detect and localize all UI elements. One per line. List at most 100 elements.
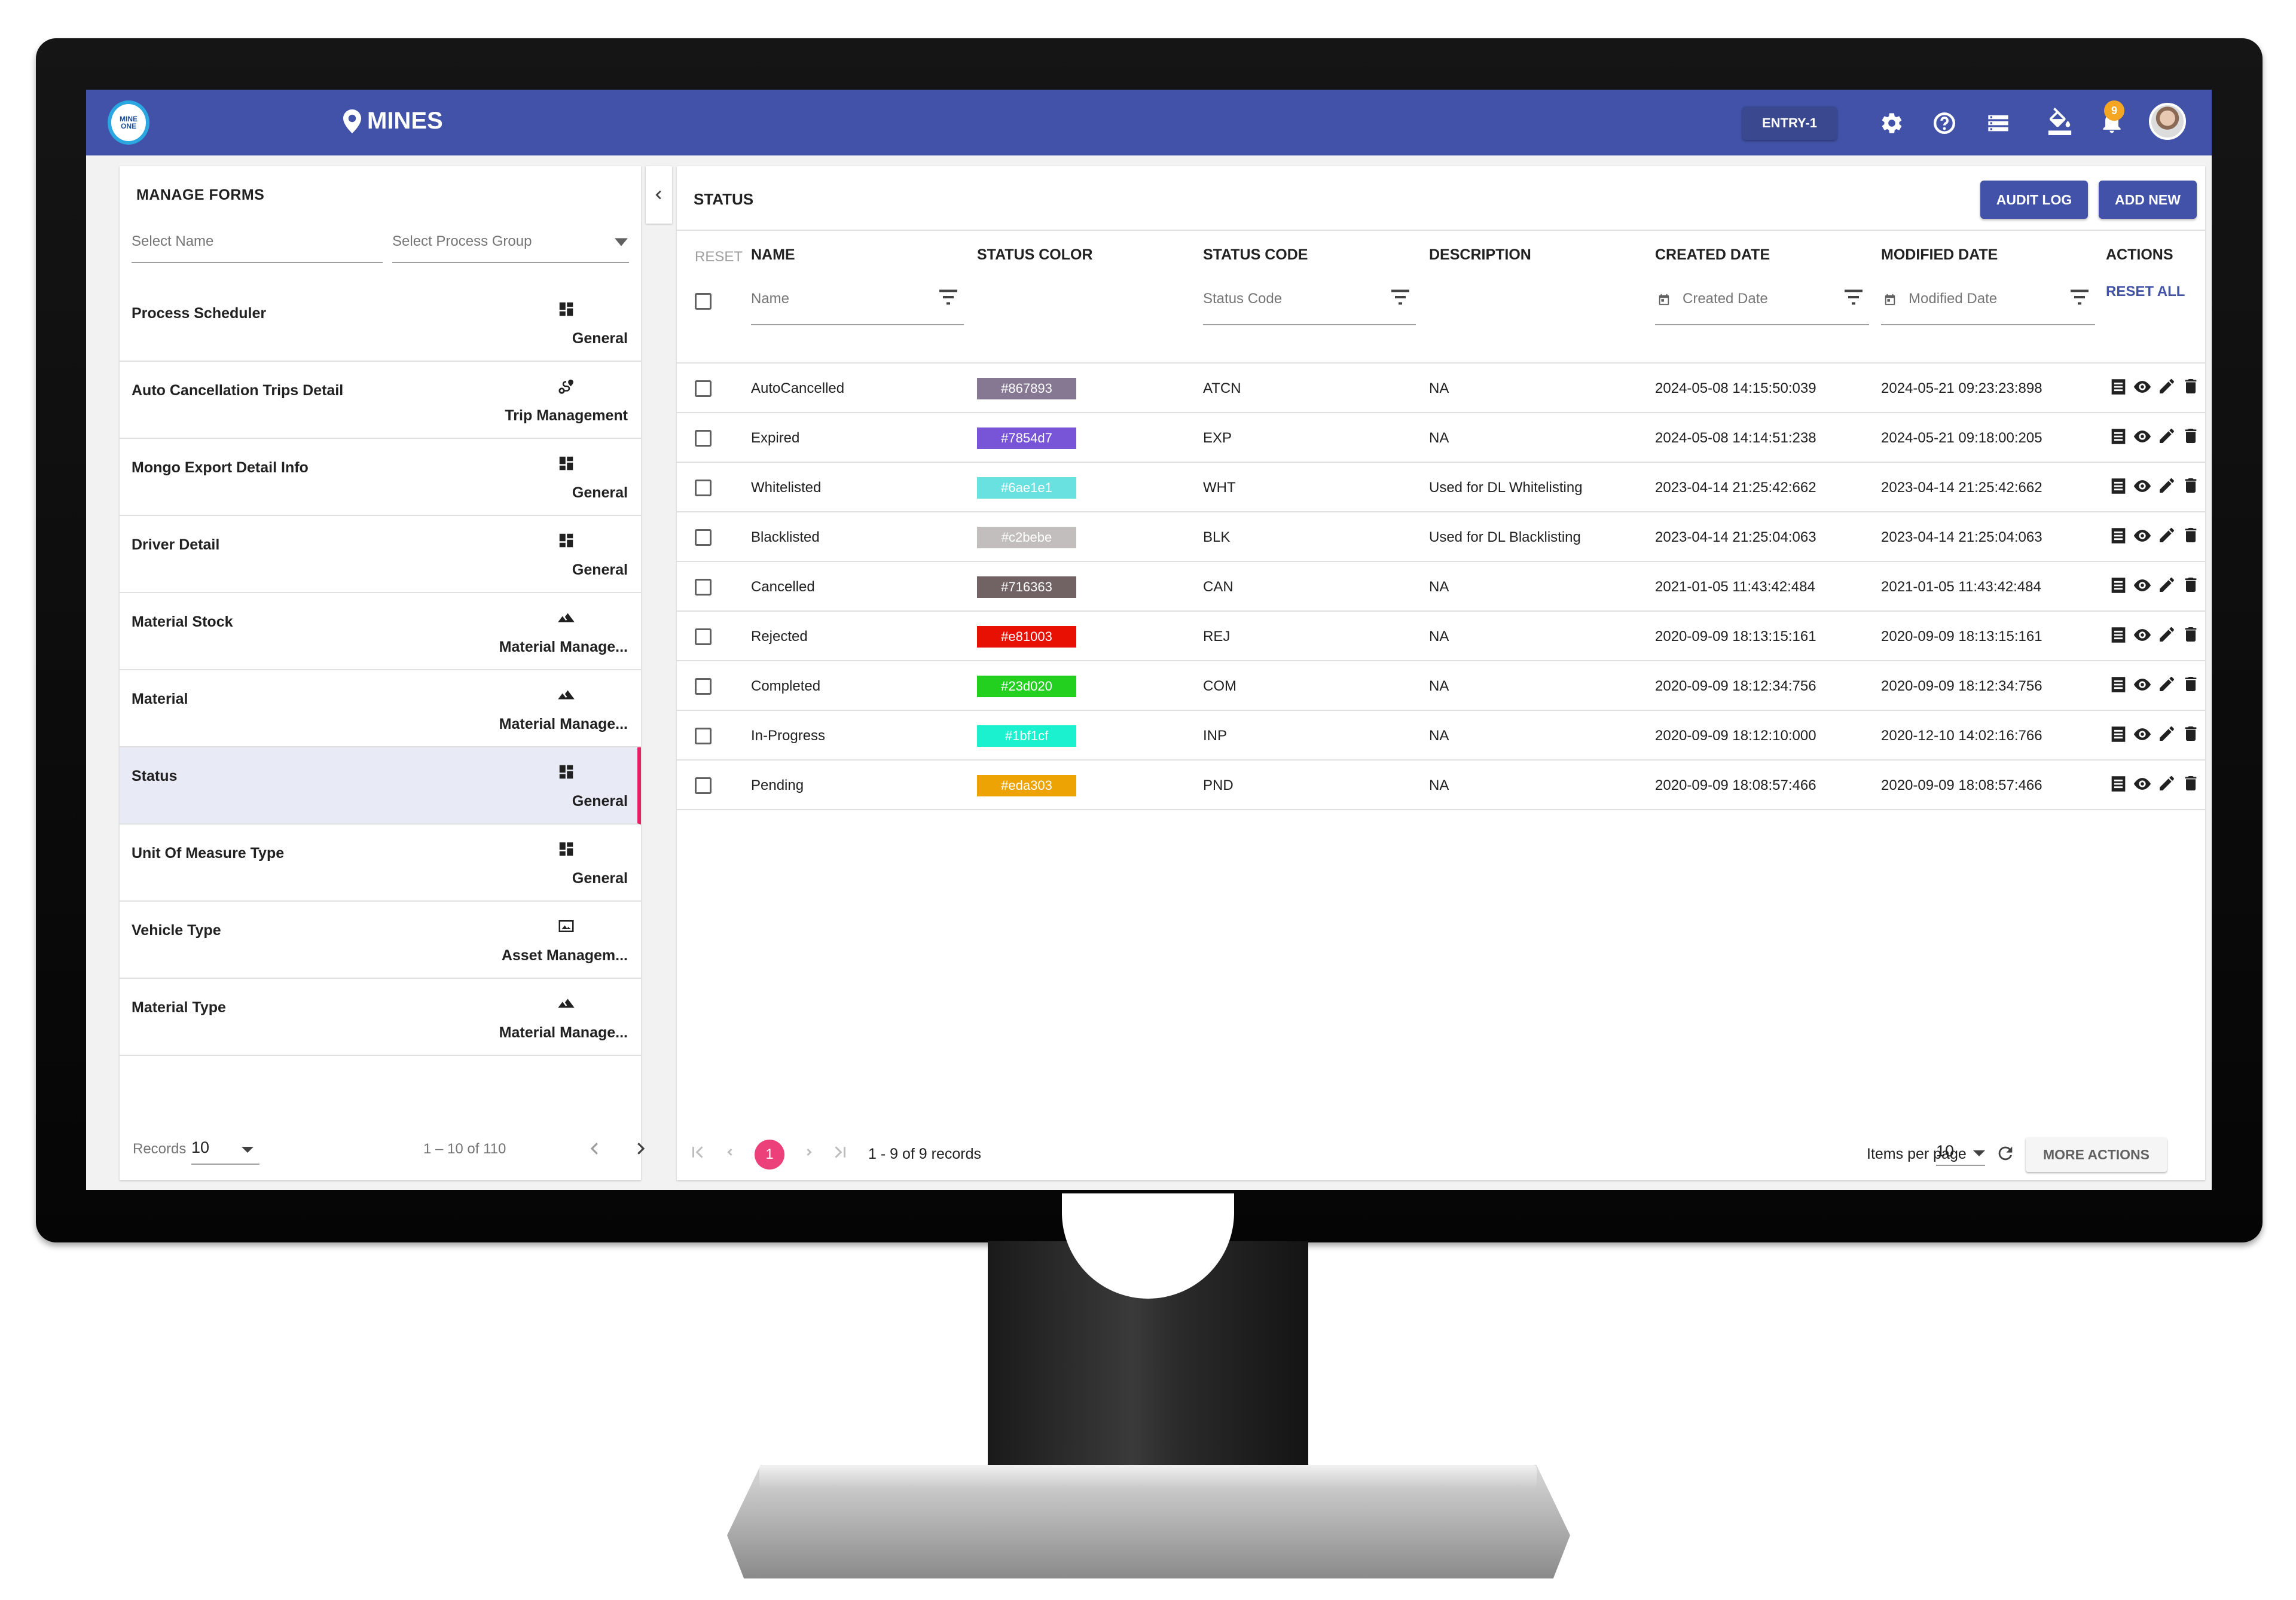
row-checkbox[interactable]	[695, 628, 712, 645]
form-list-item[interactable]: Unit Of Measure Type General	[120, 825, 641, 902]
form-list-item[interactable]: Material Type Material Manage...	[120, 979, 641, 1056]
column-header-description[interactable]: DESCRIPTION	[1429, 246, 1531, 263]
table-row[interactable]: Rejected #e81003 REJ NA 2020-09-09 18:13…	[677, 612, 2205, 661]
form-list-item[interactable]: Driver Detail General	[120, 516, 641, 593]
row-checkbox[interactable]	[695, 430, 712, 447]
edit-icon[interactable]	[2157, 724, 2176, 743]
collapse-panel-button[interactable]	[646, 166, 672, 224]
table-row[interactable]: In-Progress #1bf1cf INP NA 2020-09-09 18…	[677, 711, 2205, 761]
select-name-field[interactable]: Select Name	[132, 233, 383, 263]
edit-icon[interactable]	[2157, 426, 2176, 445]
column-header-modified-date[interactable]: MODIFIED DATE	[1881, 246, 1998, 263]
view-icon[interactable]	[2132, 377, 2152, 397]
edit-icon[interactable]	[2157, 625, 2176, 644]
more-actions-button[interactable]: MORE ACTIONS	[2026, 1137, 2167, 1172]
delete-icon[interactable]	[2181, 575, 2200, 594]
modified-date-filter-input[interactable]: Modified Date	[1881, 283, 2095, 325]
delete-icon[interactable]	[2181, 724, 2200, 743]
storage-icon[interactable]	[1986, 111, 2010, 135]
name-filter-input[interactable]: Name	[751, 283, 964, 325]
form-list-item[interactable]: Material Stock Material Manage...	[120, 593, 641, 670]
filter-list-icon[interactable]	[938, 288, 959, 306]
row-checkbox[interactable]	[695, 678, 712, 695]
view-icon[interactable]	[2132, 426, 2152, 447]
form-list-item[interactable]: Status General	[120, 747, 641, 825]
next-page-icon[interactable]	[631, 1140, 649, 1158]
filter-list-icon[interactable]	[1390, 288, 1411, 306]
table-row[interactable]: Blacklisted #c2bebe BLK Used for DL Blac…	[677, 512, 2205, 562]
column-header-name[interactable]: NAME	[751, 246, 795, 263]
select-process-group-field[interactable]: Select Process Group	[392, 233, 629, 263]
column-header-status-color[interactable]: STATUS COLOR	[977, 246, 1093, 263]
table-row[interactable]: Pending #eda303 PND NA 2020-09-09 18:08:…	[677, 761, 2205, 810]
edit-icon[interactable]	[2157, 674, 2176, 694]
edit-icon[interactable]	[2157, 377, 2176, 396]
reset-all-filters-link[interactable]: RESET ALL	[2106, 283, 2185, 300]
first-page-icon[interactable]	[689, 1143, 707, 1161]
details-icon[interactable]	[2108, 377, 2129, 397]
select-all-checkbox[interactable]	[695, 293, 712, 310]
edit-icon[interactable]	[2157, 774, 2176, 793]
site-selector[interactable]: MINES	[343, 108, 443, 135]
form-list-item[interactable]: Process Scheduler General	[120, 285, 641, 362]
table-row[interactable]: Completed #23d020 COM NA 2020-09-09 18:1…	[677, 661, 2205, 711]
audit-log-button[interactable]: AUDIT LOG	[1980, 181, 2088, 219]
delete-icon[interactable]	[2181, 426, 2200, 445]
details-icon[interactable]	[2108, 476, 2129, 496]
form-list-item[interactable]: Material Material Manage...	[120, 670, 641, 747]
details-icon[interactable]	[2108, 724, 2129, 744]
column-header-status-code[interactable]: STATUS CODE	[1203, 246, 1308, 263]
items-per-page-select[interactable]: 10	[1936, 1142, 1985, 1166]
table-row[interactable]: Whitelisted #6ae1e1 WHT Used for DL Whit…	[677, 463, 2205, 512]
table-row[interactable]: Expired #7854d7 EXP NA 2024-05-08 14:14:…	[677, 413, 2205, 463]
details-icon[interactable]	[2108, 575, 2129, 596]
view-icon[interactable]	[2132, 625, 2152, 645]
details-icon[interactable]	[2108, 526, 2129, 546]
app-logo[interactable]: MINE ONE	[108, 100, 149, 145]
add-new-button[interactable]: ADD NEW	[2099, 181, 2197, 219]
previous-page-icon[interactable]	[721, 1143, 739, 1161]
row-checkbox[interactable]	[695, 480, 712, 496]
settings-icon[interactable]	[1880, 111, 1904, 135]
row-checkbox[interactable]	[695, 777, 712, 794]
view-icon[interactable]	[2132, 774, 2152, 794]
refresh-icon[interactable]	[1995, 1143, 2016, 1164]
view-icon[interactable]	[2132, 674, 2152, 695]
view-icon[interactable]	[2132, 575, 2152, 596]
current-page-button[interactable]: 1	[755, 1140, 784, 1170]
table-row[interactable]: AutoCancelled #867893 ATCN NA 2024-05-08…	[677, 364, 2205, 413]
entry-selector-button[interactable]: ENTRY-1	[1742, 106, 1837, 140]
reset-selection-link[interactable]: RESET	[695, 249, 743, 265]
help-icon[interactable]	[1932, 111, 1956, 135]
filter-list-icon[interactable]	[2069, 288, 2090, 306]
next-page-icon[interactable]	[800, 1143, 818, 1161]
edit-icon[interactable]	[2157, 526, 2176, 545]
records-per-page-select[interactable]: 10	[191, 1138, 259, 1165]
last-page-icon[interactable]	[831, 1143, 849, 1161]
delete-icon[interactable]	[2181, 476, 2200, 495]
form-list-item[interactable]: Vehicle Type Asset Managem...	[120, 902, 641, 979]
row-checkbox[interactable]	[695, 728, 712, 744]
edit-icon[interactable]	[2157, 575, 2176, 594]
delete-icon[interactable]	[2181, 774, 2200, 793]
view-icon[interactable]	[2132, 724, 2152, 744]
format-paint-icon[interactable]	[2046, 108, 2074, 135]
row-checkbox[interactable]	[695, 579, 712, 596]
row-checkbox[interactable]	[695, 529, 712, 546]
filter-list-icon[interactable]	[1843, 288, 1864, 306]
table-row[interactable]: Cancelled #716363 CAN NA 2021-01-05 11:4…	[677, 562, 2205, 612]
view-icon[interactable]	[2132, 526, 2152, 546]
edit-icon[interactable]	[2157, 476, 2176, 495]
previous-page-icon[interactable]	[586, 1140, 604, 1158]
row-checkbox[interactable]	[695, 380, 712, 397]
user-avatar[interactable]	[2149, 103, 2186, 140]
form-list-item[interactable]: Auto Cancellation Trips Detail Trip Mana…	[120, 362, 641, 439]
status-code-filter-input[interactable]: Status Code	[1203, 283, 1416, 325]
form-list-item[interactable]: Mongo Export Detail Info General	[120, 439, 641, 516]
details-icon[interactable]	[2108, 774, 2129, 794]
created-date-filter-input[interactable]: Created Date	[1655, 283, 1869, 325]
delete-icon[interactable]	[2181, 625, 2200, 644]
column-header-created-date[interactable]: CREATED DATE	[1655, 246, 1770, 263]
details-icon[interactable]	[2108, 426, 2129, 447]
details-icon[interactable]	[2108, 625, 2129, 645]
